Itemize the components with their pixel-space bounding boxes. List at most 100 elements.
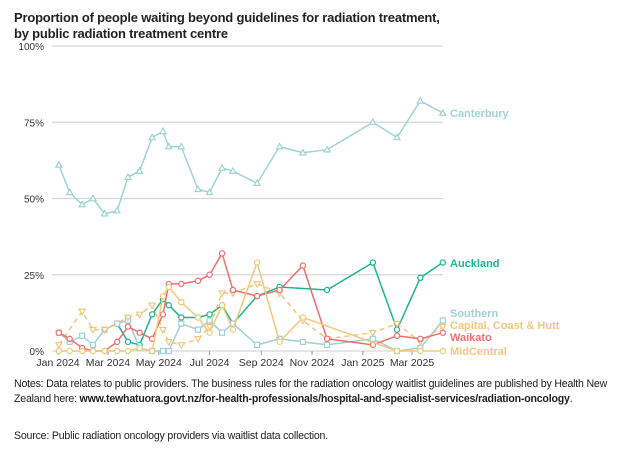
data-point xyxy=(114,320,121,327)
data-point xyxy=(148,347,156,355)
data-point xyxy=(89,341,97,348)
chart-title: Proportion of people waiting beyond guid… xyxy=(14,10,574,42)
data-point xyxy=(148,302,157,310)
data-point xyxy=(178,320,185,327)
data-point xyxy=(54,342,63,350)
data-point xyxy=(135,311,144,319)
x-tick-label: Jul 2024 xyxy=(190,357,230,369)
y-tick-label: 0% xyxy=(30,347,45,358)
data-point xyxy=(124,323,132,330)
data-point xyxy=(323,335,331,342)
series-label: Waikato xyxy=(450,332,492,344)
data-point xyxy=(299,262,307,269)
data-point xyxy=(158,326,167,335)
data-point xyxy=(164,339,173,347)
data-point xyxy=(218,250,226,257)
data-point xyxy=(417,335,424,342)
data-point xyxy=(218,163,227,171)
data-point xyxy=(55,347,63,355)
data-point xyxy=(88,194,98,202)
y-tick-label: 25% xyxy=(24,271,44,282)
data-point xyxy=(368,329,377,338)
data-point xyxy=(206,271,213,278)
data-point xyxy=(276,286,283,294)
data-point xyxy=(439,329,447,336)
data-point xyxy=(193,184,202,193)
data-point xyxy=(253,259,261,266)
series-midcentral: MidCentral xyxy=(55,259,507,358)
series-southern: Southern xyxy=(55,308,499,355)
y-tick-label: 75% xyxy=(24,118,44,129)
data-point xyxy=(253,341,261,348)
data-point xyxy=(54,160,63,168)
x-tick-label: Jan 2025 xyxy=(341,357,384,369)
data-point xyxy=(148,133,157,141)
data-point xyxy=(218,302,226,309)
data-point xyxy=(136,329,143,336)
data-point xyxy=(164,142,173,150)
data-point xyxy=(206,329,213,336)
data-point xyxy=(148,311,156,318)
data-point xyxy=(159,292,167,300)
series-label: Southern xyxy=(450,308,499,320)
data-point xyxy=(165,347,172,355)
line-chart: 0% 25% 50% 75% 100% Jan 2024 Mar 2024 May 2024 J… xyxy=(18,42,560,369)
data-point xyxy=(89,347,97,355)
data-point xyxy=(205,323,214,332)
data-point xyxy=(439,259,447,266)
data-point xyxy=(66,347,73,355)
x-tick-label: Nov 2024 xyxy=(290,357,335,369)
y-tick-label: 50% xyxy=(24,195,44,206)
data-point xyxy=(66,335,73,342)
series-label: Auckland xyxy=(450,258,500,270)
source-note: Source: Public radiation oncology provid… xyxy=(14,430,328,442)
data-point xyxy=(323,286,331,294)
chart-title-line1: Proportion of people waiting beyond guid… xyxy=(14,10,440,25)
x-tick-label: Sep 2024 xyxy=(239,357,284,369)
data-point xyxy=(298,148,307,156)
data-point xyxy=(78,347,86,355)
data-point xyxy=(393,347,401,355)
data-point xyxy=(178,280,185,288)
data-point xyxy=(276,338,283,346)
notes-link[interactable]: www.tewhatuora.govt.nz/for-health-profes… xyxy=(79,393,570,405)
series-label: Capital, Coast & Hutt xyxy=(450,320,560,332)
data-point xyxy=(439,347,447,355)
series-label: Canterbury xyxy=(450,108,510,120)
series-line xyxy=(58,283,444,346)
data-point xyxy=(323,145,332,153)
data-point xyxy=(368,117,377,126)
data-point xyxy=(393,332,401,339)
data-point xyxy=(101,347,108,355)
data-point xyxy=(165,302,172,309)
data-point xyxy=(438,108,447,116)
data-point xyxy=(228,166,237,174)
data-point xyxy=(100,326,109,335)
data-point xyxy=(88,326,98,335)
data-point xyxy=(159,347,167,355)
x-tick-label: Mar 2025 xyxy=(390,357,435,369)
data-point xyxy=(416,96,425,104)
data-point xyxy=(78,200,87,208)
data-point xyxy=(159,311,167,318)
data-point xyxy=(124,347,132,355)
data-point xyxy=(205,187,214,196)
data-point xyxy=(392,320,402,328)
x-tick-label: May 2024 xyxy=(136,357,182,369)
series-waikato: Waikato xyxy=(55,250,492,355)
data-point xyxy=(113,206,122,214)
series-canterbury: Canterbury xyxy=(54,96,510,217)
data-point xyxy=(165,283,172,291)
x-tick-label: Jan 2024 xyxy=(36,357,79,369)
data-point xyxy=(194,326,202,333)
notes: Notes: Data relates to public providers.… xyxy=(14,377,614,407)
data-point xyxy=(253,281,262,289)
y-tick-label: 100% xyxy=(18,42,44,53)
data-point xyxy=(123,314,132,322)
data-point xyxy=(194,277,202,285)
data-point xyxy=(275,142,284,150)
data-point xyxy=(417,347,424,355)
data-point xyxy=(299,314,307,321)
data-point xyxy=(113,347,121,355)
notes-suffix: . xyxy=(569,393,573,405)
